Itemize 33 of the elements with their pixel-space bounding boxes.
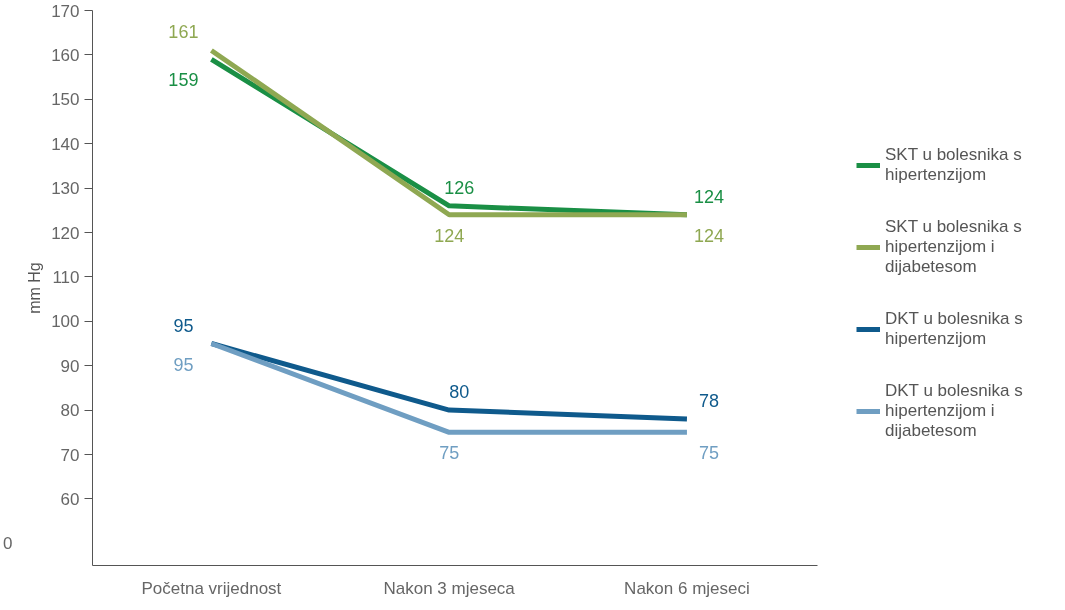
y-tick-label: 120: [51, 223, 80, 243]
y-tick-label: 100: [51, 312, 80, 332]
y-tick-label: 60: [60, 489, 80, 509]
data-label: 161: [168, 22, 199, 43]
y-tick-label: 110: [52, 267, 80, 287]
data-label: 159: [168, 70, 199, 91]
text: 0: [3, 534, 13, 554]
legend-label: DKT u bolesnika s hipertenzijom: [885, 307, 1024, 350]
data-label: 75: [439, 443, 460, 464]
y-tick-label: 80: [60, 401, 80, 421]
legend-label: SKT u bolesnika s hipertenzijom i dijabetesom: [885, 216, 1023, 277]
data-label: 80: [449, 382, 470, 403]
legend-label: DKT u bolesnika s hipertenzijom i dijabetesom: [885, 380, 1024, 441]
y-tick-label: 170: [51, 1, 80, 21]
y-axis-title: mm Hg: [26, 262, 44, 314]
data-label: 95: [173, 354, 194, 375]
data-label: 95: [173, 315, 194, 336]
y-tick-label: 160: [51, 45, 80, 65]
x-tick-label: Nakon 3 mjeseca: [383, 578, 516, 598]
x-tick-label: Početna vrijednost: [141, 578, 282, 598]
data-label: 124: [693, 225, 724, 246]
y-tick-label: 90: [60, 356, 80, 376]
y-tick-label: 150: [51, 90, 80, 110]
legend-label: SKT u bolesnika s hipertenzijom: [885, 143, 1023, 186]
data-label: 124: [693, 186, 724, 207]
data-label: 75: [698, 443, 719, 464]
y-tick-label: 130: [51, 179, 80, 199]
y-tick-label: 140: [51, 134, 80, 154]
data-label: 124: [434, 225, 465, 246]
data-label: 78: [698, 390, 719, 411]
x-tick-label: Nakon 6 mjeseci: [624, 578, 750, 598]
data-label: 126: [444, 177, 475, 198]
y-tick-label: 70: [60, 445, 80, 465]
